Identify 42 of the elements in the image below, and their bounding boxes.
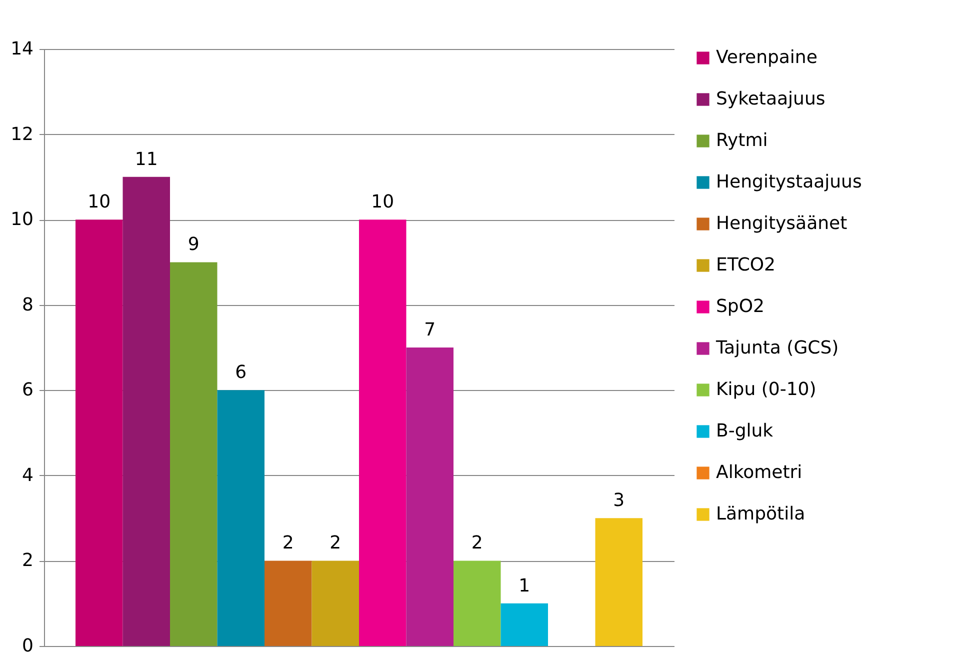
bar bbox=[500, 603, 548, 646]
bar bbox=[406, 348, 454, 646]
data-label: 6 bbox=[235, 362, 247, 384]
data-label: 2 bbox=[330, 532, 342, 554]
legend-label: Tajunta (GCS) bbox=[715, 338, 839, 358]
data-label: 7 bbox=[424, 320, 436, 340]
data-label: 1 bbox=[518, 575, 530, 596]
legend-label: Hengitystaajuus bbox=[716, 172, 862, 192]
legend-label: Syketaajuus bbox=[716, 88, 826, 110]
y-tick-label: 12 bbox=[10, 124, 34, 145]
y-tick-label: 6 bbox=[22, 380, 34, 401]
data-label: 11 bbox=[134, 148, 158, 170]
legend-label: ETCO2 bbox=[716, 254, 776, 276]
legend-label: Rytmi bbox=[716, 130, 768, 151]
legend-label: Kipu (0-10) bbox=[716, 379, 816, 400]
legend-label: Hengitysäänet bbox=[716, 213, 848, 234]
legend-label: SpO2 bbox=[716, 296, 764, 317]
bar bbox=[595, 518, 642, 646]
data-label: 2 bbox=[282, 532, 294, 554]
legend-label: Alkometri bbox=[716, 462, 802, 483]
y-tick-label: 8 bbox=[22, 294, 34, 316]
data-label: 10 bbox=[88, 192, 111, 213]
bar bbox=[454, 560, 501, 646]
bar bbox=[170, 262, 218, 646]
bar bbox=[217, 390, 264, 646]
data-label: 3 bbox=[613, 490, 625, 512]
data-label: 9 bbox=[188, 234, 200, 256]
data-label: 2 bbox=[471, 532, 483, 554]
legend-label: B-gluk bbox=[716, 420, 774, 442]
bar bbox=[312, 560, 359, 646]
legend-label: Verenpaine bbox=[716, 47, 818, 68]
y-tick-label: 4 bbox=[22, 464, 34, 486]
bar bbox=[76, 220, 123, 646]
bar bbox=[122, 176, 170, 646]
y-tick-label: 10 bbox=[10, 209, 34, 230]
legend-label: Lämpötila bbox=[716, 504, 806, 524]
y-tick-label: 14 bbox=[10, 38, 34, 60]
y-tick-label: 0 bbox=[22, 636, 34, 656]
y-tick-label: 2 bbox=[22, 550, 34, 572]
bar bbox=[264, 560, 312, 646]
data-label: 10 bbox=[371, 192, 394, 213]
bar bbox=[359, 220, 406, 646]
